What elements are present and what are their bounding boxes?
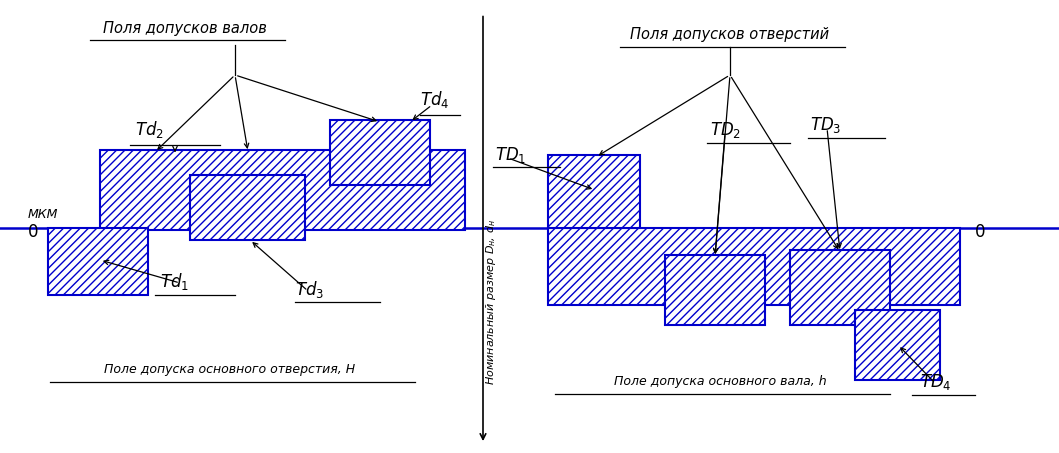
Text: $Td_2$: $Td_2$	[134, 120, 164, 140]
Text: $Td_1$: $Td_1$	[160, 271, 190, 293]
Text: $TD_3$: $TD_3$	[810, 115, 842, 135]
Text: МКМ: МКМ	[28, 208, 58, 222]
Text: Поля допусков валов: Поля допусков валов	[103, 20, 267, 35]
Bar	[48, 228, 148, 295]
Bar	[665, 255, 765, 325]
Text: 0: 0	[975, 223, 986, 241]
Text: Поля допусков отверстий: Поля допусков отверстий	[630, 28, 829, 43]
Bar	[855, 310, 940, 380]
Text: $Td_3$: $Td_3$	[295, 280, 324, 300]
Text: $TD_2$: $TD_2$	[710, 120, 741, 140]
Bar	[790, 250, 890, 325]
Text: $TD_1$: $TD_1$	[495, 145, 526, 165]
Bar	[190, 175, 305, 240]
Bar	[330, 120, 430, 185]
Bar	[100, 150, 465, 230]
Bar	[548, 155, 640, 228]
Text: 0: 0	[28, 223, 38, 241]
Text: Поле допуска основного отверстия, Н: Поле допуска основного отверстия, Н	[105, 363, 356, 376]
Text: Поле допуска основного вала, h: Поле допуска основного вала, h	[613, 376, 826, 389]
Text: $TD_4$: $TD_4$	[920, 372, 952, 392]
Bar	[548, 228, 961, 305]
Text: Номинальный размер $D_н$, $d_н$: Номинальный размер $D_н$, $d_н$	[484, 219, 499, 385]
Text: $Td_4$: $Td_4$	[420, 90, 449, 111]
